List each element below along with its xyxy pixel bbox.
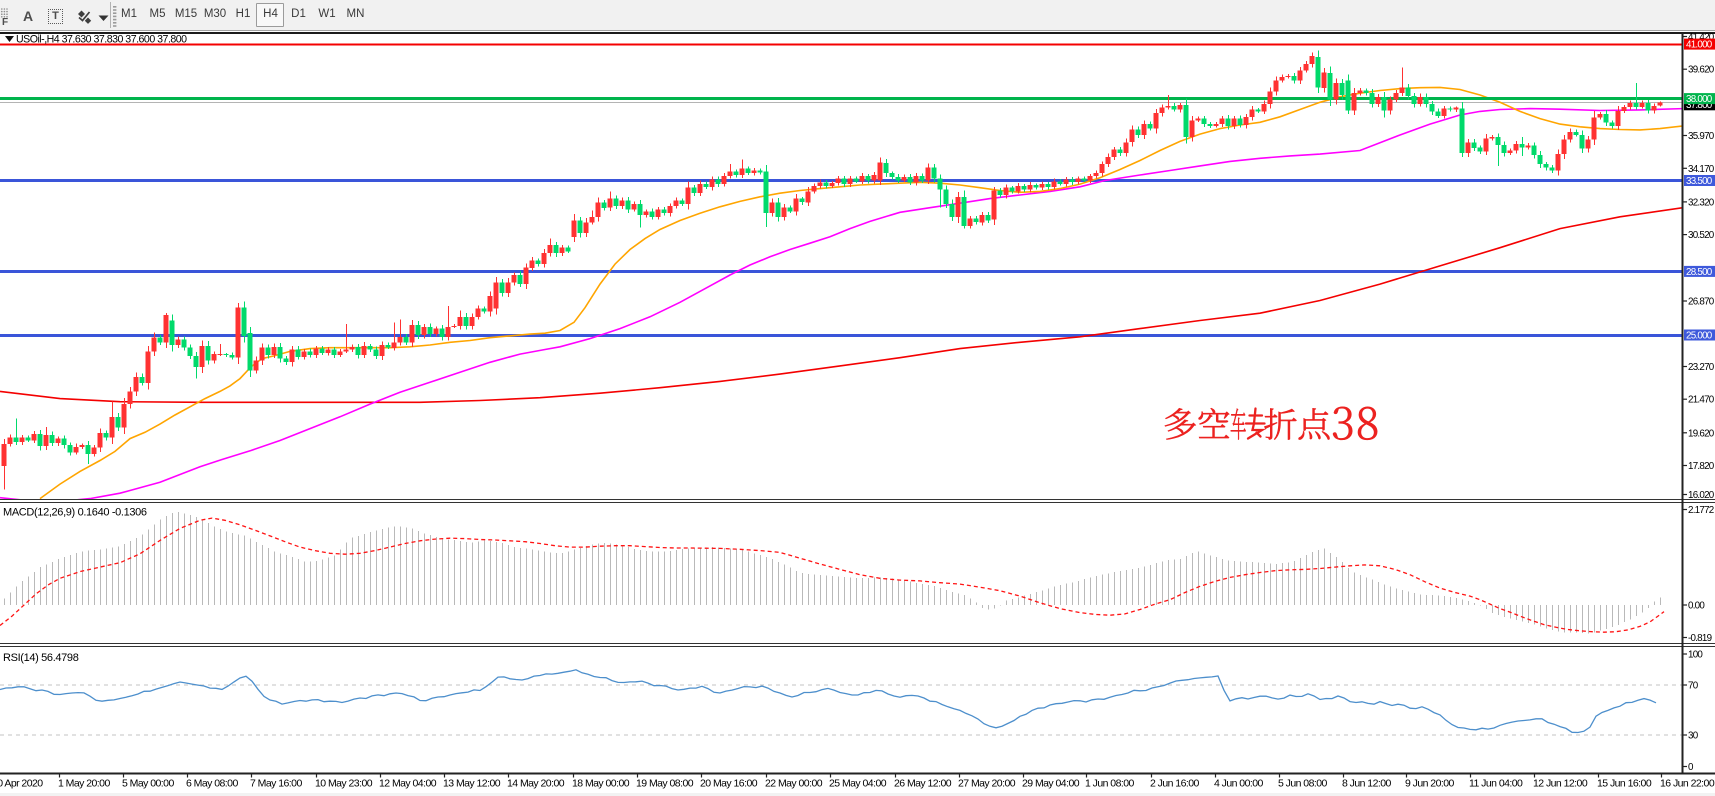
svg-text:MACD(12,26,9) 0.1640 -0.1306: MACD(12,26,9) 0.1640 -0.1306 — [3, 507, 147, 519]
svg-text:41.420: 41.420 — [1688, 32, 1715, 43]
svg-text:USOil-,H4 37.630 37.830 37.60: USOil-,H4 37.630 37.830 37.600 37.800 — [16, 34, 187, 46]
svg-text:1 Jun 08:00: 1 Jun 08:00 — [1085, 778, 1135, 790]
svg-text:22 May 00:00: 22 May 00:00 — [765, 778, 823, 790]
svg-text:19.620: 19.620 — [1688, 428, 1715, 439]
svg-text:33.500: 33.500 — [1686, 176, 1713, 187]
svg-text:15 Jun 16:00: 15 Jun 16:00 — [1597, 778, 1652, 790]
svg-text:7 May 16:00: 7 May 16:00 — [250, 778, 302, 790]
svg-text:RSI(14) 56.4798: RSI(14) 56.4798 — [3, 652, 79, 664]
svg-text:6 May 08:00: 6 May 08:00 — [186, 778, 238, 790]
svg-text:4 Jun 00:00: 4 Jun 00:00 — [1214, 778, 1264, 790]
svg-text:12 Jun 12:00: 12 Jun 12:00 — [1533, 778, 1588, 790]
svg-text:30.520: 30.520 — [1688, 230, 1715, 241]
svg-text:16 Jun 22:00: 16 Jun 22:00 — [1660, 778, 1715, 790]
svg-text:9 Jun 20:00: 9 Jun 20:00 — [1405, 778, 1455, 790]
svg-text:32.320: 32.320 — [1688, 197, 1715, 208]
svg-text:21.470: 21.470 — [1688, 395, 1715, 406]
svg-text:2 Jun 16:00: 2 Jun 16:00 — [1150, 778, 1200, 790]
svg-text:38.000: 38.000 — [1686, 94, 1713, 105]
svg-text:20 May 16:00: 20 May 16:00 — [700, 778, 758, 790]
svg-text:16.020: 16.020 — [1688, 490, 1715, 501]
svg-text:5 May 00:00: 5 May 00:00 — [122, 778, 174, 790]
svg-text:30: 30 — [1688, 731, 1699, 742]
svg-text:14 May 20:00: 14 May 20:00 — [507, 778, 565, 790]
svg-text:34.170: 34.170 — [1688, 164, 1715, 175]
svg-text:25 May 04:00: 25 May 04:00 — [829, 778, 887, 790]
svg-text:17.820: 17.820 — [1688, 461, 1715, 472]
svg-text:2.1772: 2.1772 — [1688, 505, 1714, 516]
svg-text:30 Apr 2020: 30 Apr 2020 — [0, 778, 43, 790]
svg-text:26 May 12:00: 26 May 12:00 — [894, 778, 952, 790]
svg-text:37.800: 37.800 — [1686, 100, 1713, 111]
svg-text:18 May 00:00: 18 May 00:00 — [572, 778, 630, 790]
svg-text:27 May 20:00: 27 May 20:00 — [958, 778, 1016, 790]
svg-text:11 Jun 04:00: 11 Jun 04:00 — [1469, 778, 1523, 790]
svg-text:23.270: 23.270 — [1688, 362, 1715, 373]
svg-text:35.970: 35.970 — [1688, 131, 1715, 142]
svg-text:0: 0 — [1688, 762, 1694, 773]
svg-text:8 Jun 12:00: 8 Jun 12:00 — [1342, 778, 1392, 790]
svg-text:1 May 20:00: 1 May 20:00 — [58, 778, 110, 790]
svg-text:5 Jun 08:00: 5 Jun 08:00 — [1278, 778, 1328, 790]
svg-text:19 May 08:00: 19 May 08:00 — [636, 778, 694, 790]
svg-text:41.000: 41.000 — [1686, 40, 1713, 51]
svg-text:25.000: 25.000 — [1686, 331, 1713, 342]
svg-text:100: 100 — [1688, 650, 1703, 661]
svg-text:28.500: 28.500 — [1686, 267, 1713, 278]
svg-text:29 May 04:00: 29 May 04:00 — [1022, 778, 1080, 790]
svg-text:39.620: 39.620 — [1688, 65, 1715, 76]
svg-text:12 May 04:00: 12 May 04:00 — [379, 778, 437, 790]
svg-text:0.00: 0.00 — [1688, 601, 1705, 612]
svg-text:-0.819: -0.819 — [1688, 633, 1712, 644]
svg-text:26.870: 26.870 — [1688, 297, 1715, 308]
svg-text:13 May 12:00: 13 May 12:00 — [443, 778, 501, 790]
svg-text:70: 70 — [1688, 681, 1699, 692]
svg-text:10 May 23:00: 10 May 23:00 — [315, 778, 373, 790]
